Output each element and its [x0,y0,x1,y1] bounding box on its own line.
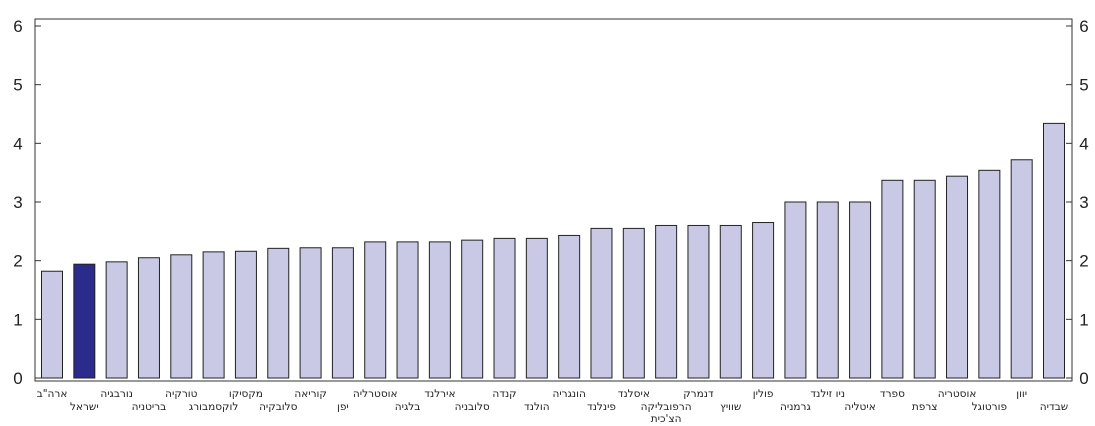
x-tick-label: פורטוגל [972,401,1007,413]
x-tick-label: שבדיה [1040,401,1068,413]
bar [590,227,613,379]
bar [752,222,775,379]
right-y-axis: 0 1 2 3 4 5 6 [1066,17,1089,388]
x-tick-label: יוון [1016,388,1027,400]
x-tick-label: קנדה [492,388,516,400]
x-tick-label: הולנד [524,401,550,413]
bar [364,241,387,379]
x-tick-label: ספרד [880,388,905,400]
bar [525,237,548,379]
bar [622,227,645,379]
bar [299,247,322,379]
x-tick-label: ישראל [70,401,99,413]
bar [396,241,419,379]
bar [234,250,257,379]
x-tick-label: נורבגיה [100,388,133,400]
x-tick-label: איטליה [844,401,875,413]
x-tick-label: סלובקיה [259,401,298,413]
x-tick-label: הצ'כית [651,413,682,425]
bar [946,175,969,379]
left-tick-label: 3 [13,193,22,212]
left-tick-label: 1 [13,310,22,329]
plot-frame [34,18,1073,382]
bar [202,251,225,379]
x-tick-label: גרמניה [780,401,811,413]
x-axis-labels: ארה"בישראלנורבגיהבריטניהטורקיהלוקסמבורגמ… [37,388,1069,425]
bar [1010,159,1033,379]
x-tick-label: מקסיקו [229,388,263,400]
x-tick-label: בריטניה [132,401,167,413]
left-tick-label: 4 [13,134,22,153]
x-tick-label: פינלנד [587,401,616,413]
bar [849,201,872,379]
bar [687,224,710,379]
left-tick-label: 5 [13,76,22,95]
x-tick-label: אירלנד [424,388,455,400]
x-tick-label: סלובניה [455,401,490,413]
bar [913,179,936,379]
left-tick-label: 0 [13,369,22,388]
bar [73,263,96,379]
x-tick-label: אוסטרליה [353,388,398,400]
x-tick-label: פולין [753,388,774,400]
bar [331,247,354,379]
x-tick-label: איסלנד [618,388,650,400]
x-tick-label: צרפת [912,401,938,413]
right-tick-label: 1 [1079,310,1088,329]
x-tick-label: הרפובליקה [641,401,692,413]
bar [493,237,516,379]
x-tick-label: לוקסמבורג [189,401,238,413]
bar [267,247,290,379]
right-tick-label: 5 [1079,76,1088,95]
left-tick-label: 2 [13,252,22,271]
right-tick-label: 3 [1079,193,1088,212]
bar [978,169,1001,379]
x-tick-label: קוריאה [294,388,326,400]
bar [428,241,451,379]
bar [41,270,63,379]
x-tick-label: דנמרק [683,388,714,400]
right-tick-label: 4 [1079,134,1088,153]
bar [719,224,742,379]
x-tick-label: ארה"ב [37,388,68,400]
bar [461,239,484,379]
x-tick-label: ניו זילנד [810,388,845,400]
left-tick-label: 6 [13,17,22,36]
bar [816,201,839,379]
x-tick-label: הונגריה [552,388,585,400]
x-tick-label: שוויץ [720,401,741,413]
bar [105,261,128,379]
right-tick-label: 6 [1079,17,1088,36]
right-tick-label: 2 [1079,252,1088,271]
bar [1043,122,1065,379]
bar [558,234,581,379]
bar [655,224,678,379]
x-tick-label: אוסטריה [938,388,977,400]
x-tick-label: יפן [337,401,349,413]
x-tick-label: בלגיה [395,401,421,413]
bar [881,179,904,379]
x-tick-label: טורקיה [165,388,197,400]
right-tick-label: 0 [1079,369,1088,388]
bar [137,257,160,379]
bar [170,254,193,379]
bars [41,122,1065,379]
bar [784,201,807,379]
left-y-axis: 0 1 2 3 4 5 6 [13,17,41,388]
